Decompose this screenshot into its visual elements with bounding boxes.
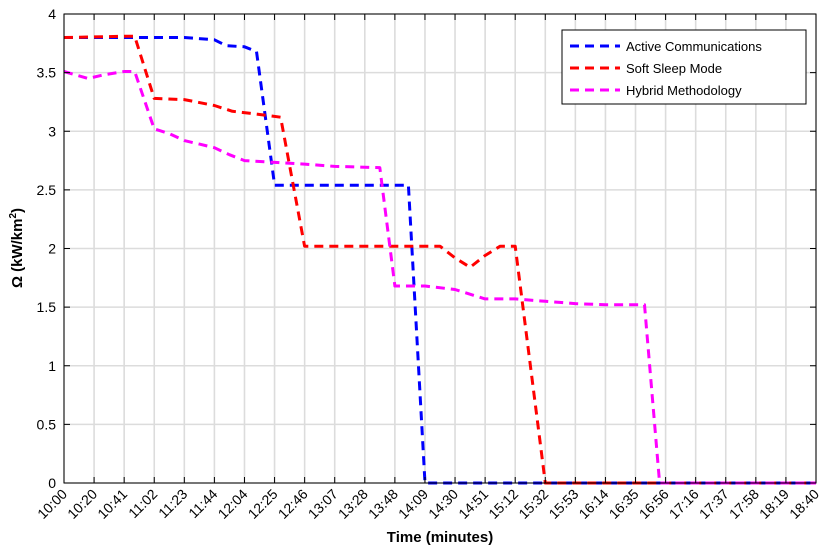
x-axis-title: Time (minutes): [387, 529, 493, 546]
legend-label-2: Soft Sleep Mode: [626, 61, 722, 76]
y-axis-title-tail: ): [9, 208, 26, 213]
y-tick-label: 4: [48, 6, 56, 22]
y-tick-label: 0.5: [37, 416, 57, 432]
y-axis-title-main: Ω (kW/km: [9, 219, 26, 289]
y-tick-label: 2: [48, 241, 56, 257]
legend-label-3: Hybrid Methodology: [626, 83, 742, 98]
y-axis-title-superscript: 2: [8, 213, 19, 219]
y-tick-label: 0: [48, 475, 56, 491]
y-tick-label: 1: [48, 358, 56, 374]
legend: Active Communications Soft Sleep Mode Hybr…: [561, 29, 807, 105]
series-lines: [63, 34, 816, 485]
legend-label-1: Active Communications: [626, 39, 762, 54]
series-line-3: [63, 70, 816, 485]
y-tick-label: 1.5: [37, 299, 57, 315]
y-tick-label: 3: [48, 123, 56, 139]
y-axis-title: Ω (kW/km2): [8, 208, 26, 288]
y-tick-label: 3.5: [37, 65, 57, 81]
series-line-2: [63, 34, 816, 485]
y-tick-label: 2.5: [37, 182, 57, 198]
